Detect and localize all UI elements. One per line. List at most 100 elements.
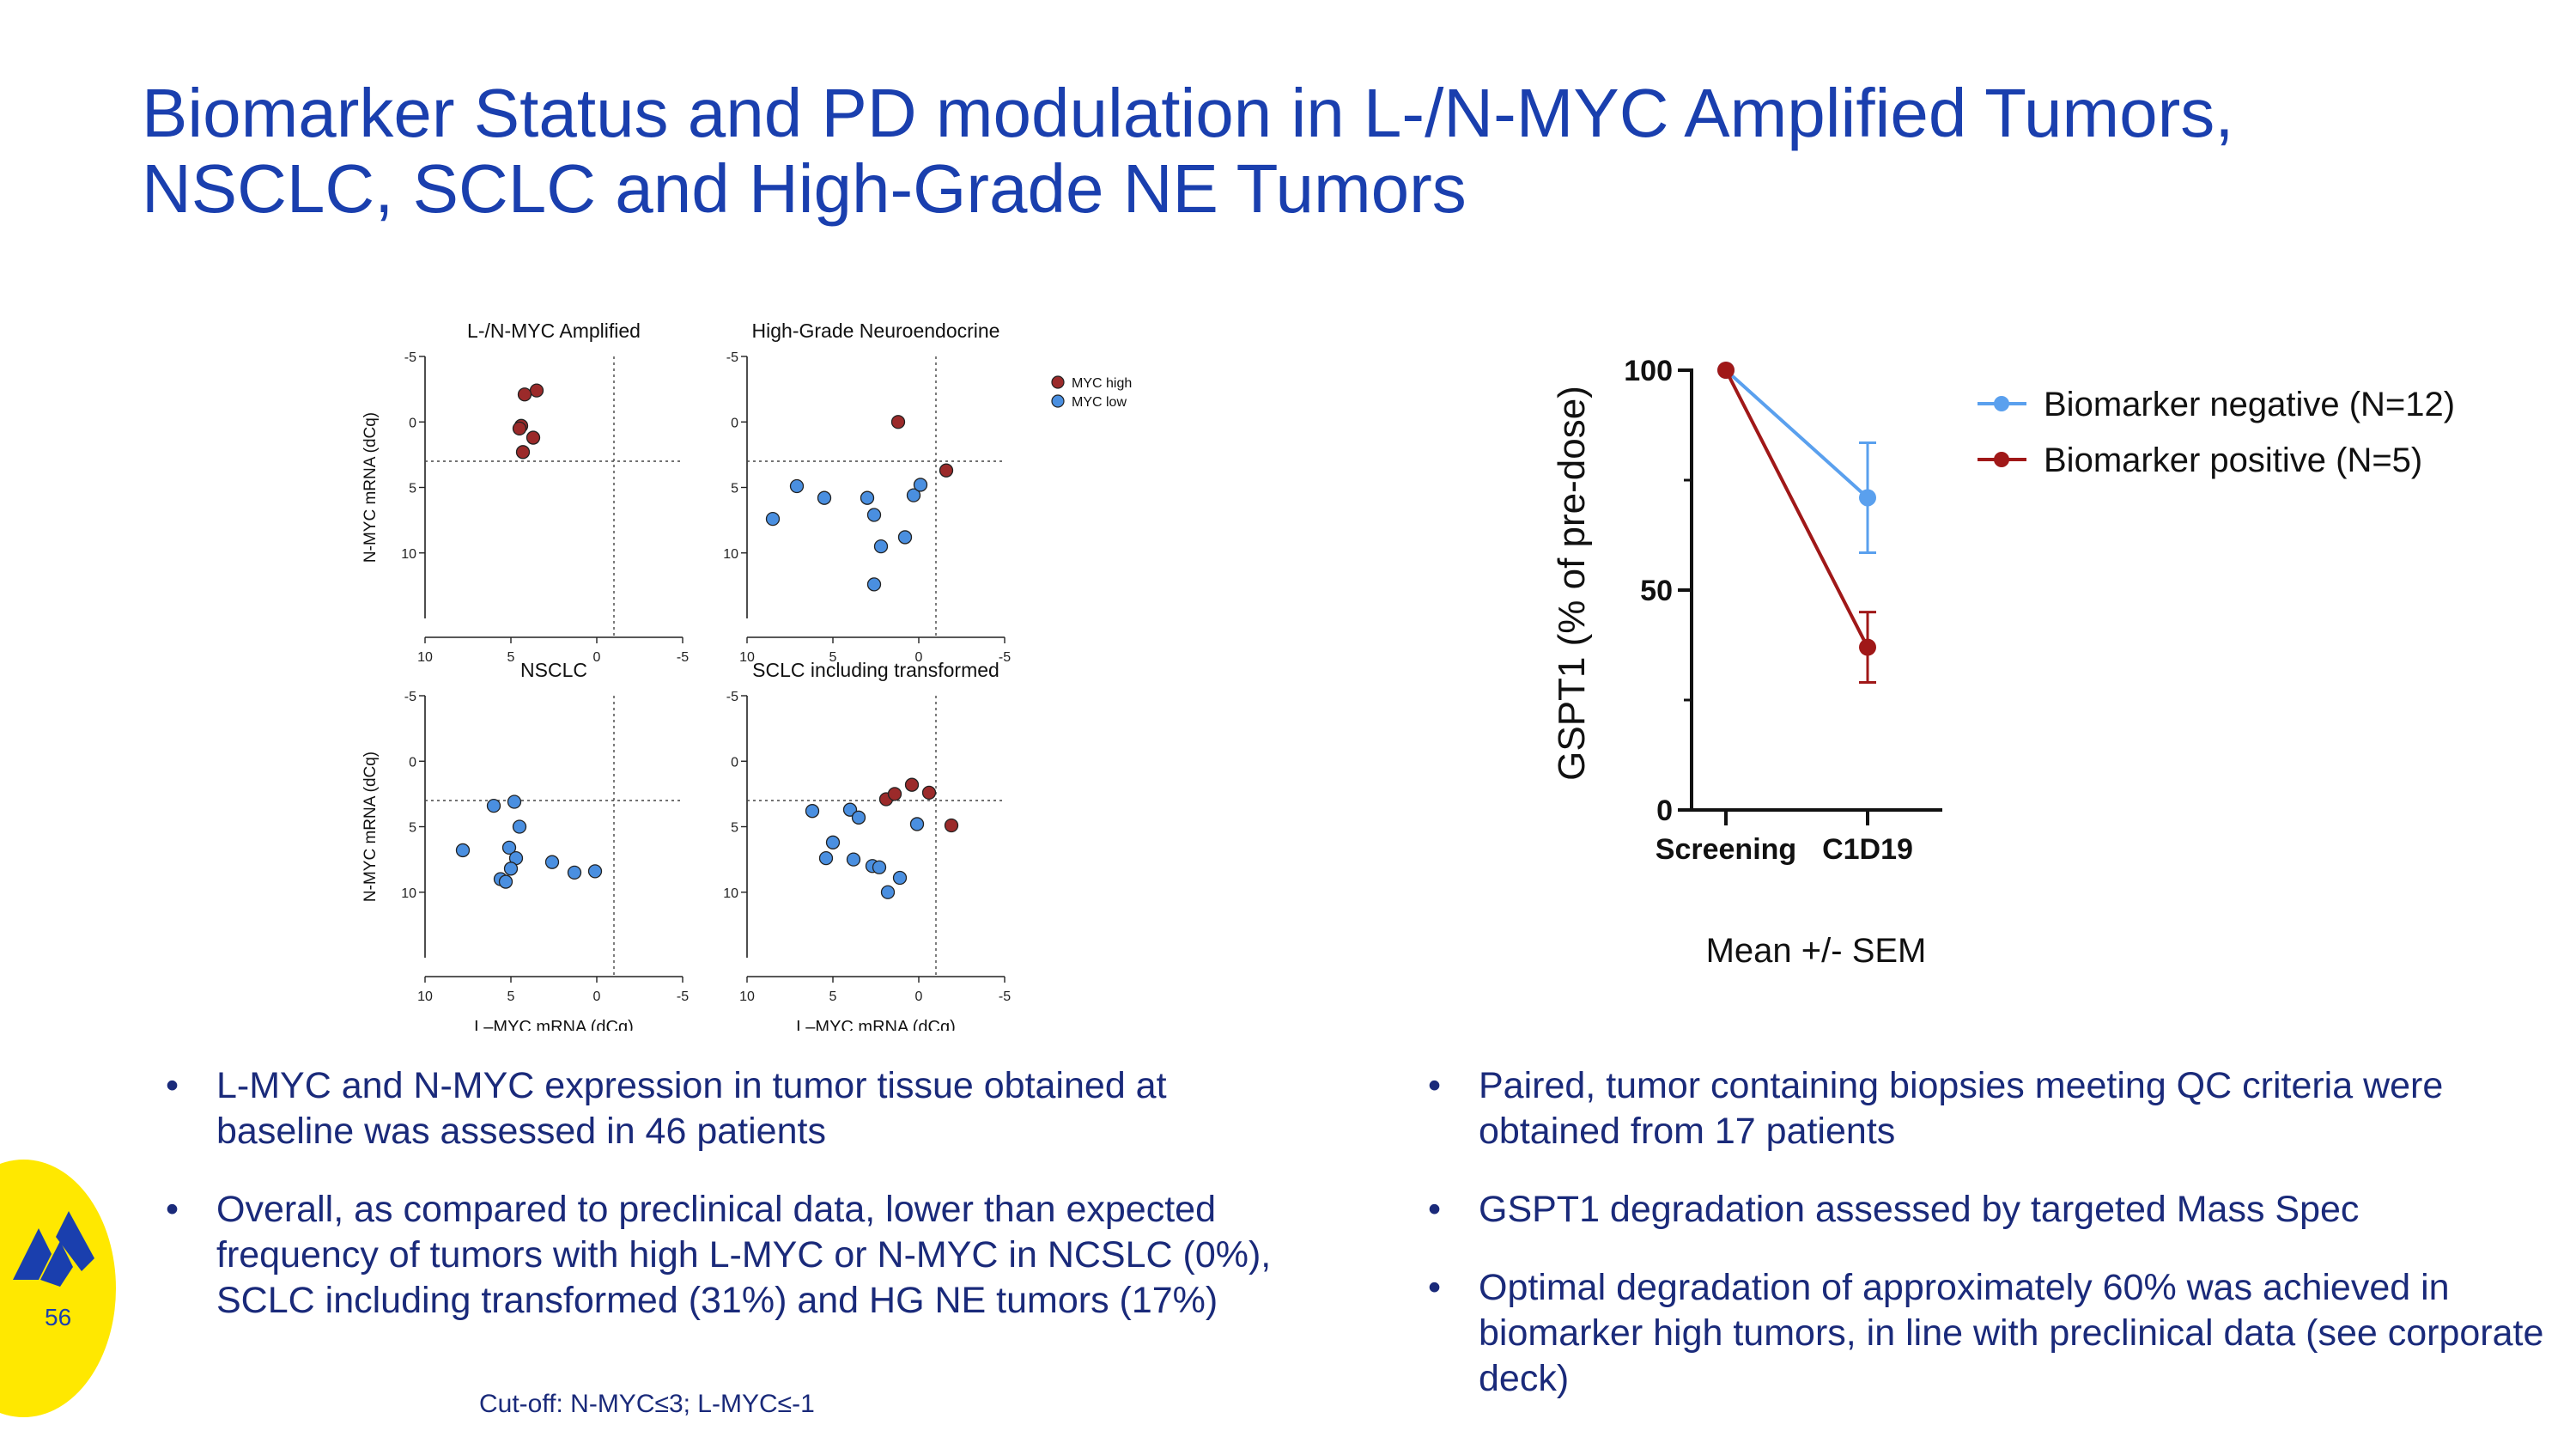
x-tick-label: 0 (915, 989, 923, 1004)
scatter-point (818, 850, 834, 866)
scatter-point (897, 530, 913, 545)
y-tick-label: 10 (723, 886, 738, 901)
y-tick-label: 10 (401, 886, 416, 901)
page-number: 56 (45, 1304, 72, 1330)
series-line (1724, 368, 1869, 499)
scatter-point (872, 860, 887, 874)
scatter-point (890, 415, 906, 429)
x-tick-label: Screening (1656, 833, 1796, 866)
scatter-point (529, 383, 544, 398)
data-point (1859, 489, 1876, 507)
scatter-point (921, 785, 937, 800)
y-tick-label: 50 (1640, 575, 1673, 607)
legend-marker (1994, 396, 2009, 411)
y-tick-label: 0 (731, 416, 738, 430)
x-tick-label: 10 (739, 989, 755, 1004)
x-tick-label: 0 (593, 650, 601, 665)
y-tick-label: 0 (1656, 795, 1673, 827)
right-bullets: • Paired, tumor containing biopsies meet… (1417, 1063, 2550, 1434)
bullet-text: Paired, tumor containing biopsies meetin… (1479, 1065, 2444, 1152)
scatter-panels: L-/N-MYC Amplified -5 0 5 10 10 5 0 -5 N-MYC mRNA… (361, 320, 1132, 1031)
y-tick-label: 10 (723, 547, 738, 562)
y-tick-label: 100 (1624, 355, 1673, 387)
bullet-dot: • (166, 1065, 179, 1106)
scatter-point (515, 445, 531, 460)
scatter-point (892, 870, 908, 886)
scatter-point (805, 804, 820, 819)
scatter-point (851, 810, 866, 825)
x-tick-label: C1D19 (1822, 833, 1913, 866)
scatter-point (873, 539, 889, 554)
scatter-point (507, 795, 522, 809)
scatter-panel: SCLC including transformed -5 0 5 10 10 5 0 -5 L–… (723, 659, 1011, 1031)
y-tick-label: -5 (726, 350, 738, 365)
scatter-point (887, 787, 902, 801)
data-point (1859, 638, 1876, 656)
scatter-point (512, 819, 527, 834)
line-series (1717, 362, 1876, 554)
x-tick-label: -5 (677, 989, 689, 1004)
logo-badge (0, 1160, 116, 1417)
y-tick-label: -5 (726, 690, 738, 704)
scatter-point (904, 777, 920, 792)
scatter-point (866, 508, 882, 522)
y-axis-label: GSPT1 (% of pre-dose) (1551, 386, 1593, 781)
scatter-point (817, 490, 832, 505)
scatter-point (789, 478, 805, 494)
bullet-dot: • (1428, 1065, 1442, 1106)
scatter-point (909, 817, 925, 831)
scatter-point (526, 430, 541, 445)
y-tick-label: 0 (409, 755, 416, 770)
x-tick-label: 10 (417, 650, 433, 665)
scatter-point (587, 864, 603, 879)
panel-title: NSCLC (520, 659, 587, 681)
x-axis-label: L–MYC mRNA (dCq) (474, 1018, 634, 1031)
x-tick-label: 5 (507, 650, 515, 665)
bullet-dot: • (1428, 1267, 1442, 1308)
scatter-point (544, 855, 560, 869)
x-tick-label: 5 (829, 650, 837, 665)
x-tick-label: 0 (915, 650, 923, 665)
scatter-point (866, 577, 882, 592)
x-tick-label: 10 (417, 989, 433, 1004)
scatter-point (486, 798, 501, 813)
scatter-point (512, 421, 527, 436)
x-tick-label: 0 (593, 989, 601, 1004)
x-tick-label: -5 (999, 650, 1011, 665)
legend-marker (1994, 452, 2009, 467)
bullet-dot: • (166, 1189, 179, 1230)
scatter-point (846, 852, 861, 867)
bullet-item: • GSPT1 degradation assessed by targeted… (1417, 1187, 2550, 1233)
x-axis-label: L–MYC mRNA (dCq) (796, 1018, 956, 1031)
y-tick-label: 0 (409, 416, 416, 430)
legend-label: Biomarker positive (N=5) (2044, 441, 2422, 479)
scatter-panel: NSCLC -5 0 5 10 10 5 0 -5 N-MYC mRNA (dCq) L–MYC m… (361, 659, 689, 1031)
y-axis-label: N-MYC mRNA (dCq) (361, 412, 380, 563)
bullet-text: Overall, as compared to preclinical data… (216, 1189, 1272, 1321)
legend-marker (1051, 375, 1065, 389)
chart-note: Mean +/- SEM (1706, 932, 1927, 970)
scatter-point (567, 865, 582, 880)
bullet-item: • Optimal degradation of approximately 6… (1417, 1265, 2550, 1402)
bullet-text: L-MYC and N-MYC expression in tumor tiss… (216, 1065, 1167, 1152)
y-tick-label: 0 (731, 755, 738, 770)
bullet-text: GSPT1 degradation assessed by targeted M… (1479, 1189, 2360, 1230)
legend-label: Biomarker negative (N=12) (2044, 386, 2455, 423)
scatter-point (503, 861, 519, 876)
y-tick-label: 5 (409, 821, 416, 836)
title-line-1: Biomarker Status and PD modulation in L-… (142, 75, 2234, 151)
bullet-item: • Paired, tumor containing biopsies meet… (1417, 1063, 2550, 1154)
title-line-2: NSCLC, SCLC and High-Grade NE Tumors (142, 150, 1467, 227)
gspt1-line-chart: 0 50 100 Screening C1D19 GSPT1 (% of pre-dose… (1551, 355, 2455, 970)
x-tick-label: -5 (999, 989, 1011, 1004)
scatter-panel: High-Grade Neuroendocrine -5 0 5 10 10 5 0 -5 MYC… (723, 320, 1132, 665)
scatter-point (880, 885, 896, 899)
bullet-text: Optimal degradation of approximately 60%… (1479, 1267, 2544, 1399)
line-series (1717, 362, 1876, 685)
panel-title: High-Grade Neuroendocrine (752, 320, 1000, 342)
y-axis-label: N-MYC mRNA (dCq) (361, 752, 380, 902)
scatter-point (498, 874, 513, 889)
left-bullets: • L-MYC and N-MYC expression in tumor ti… (155, 1063, 1288, 1356)
scatter-point (825, 835, 841, 849)
y-tick-label: -5 (404, 350, 416, 365)
